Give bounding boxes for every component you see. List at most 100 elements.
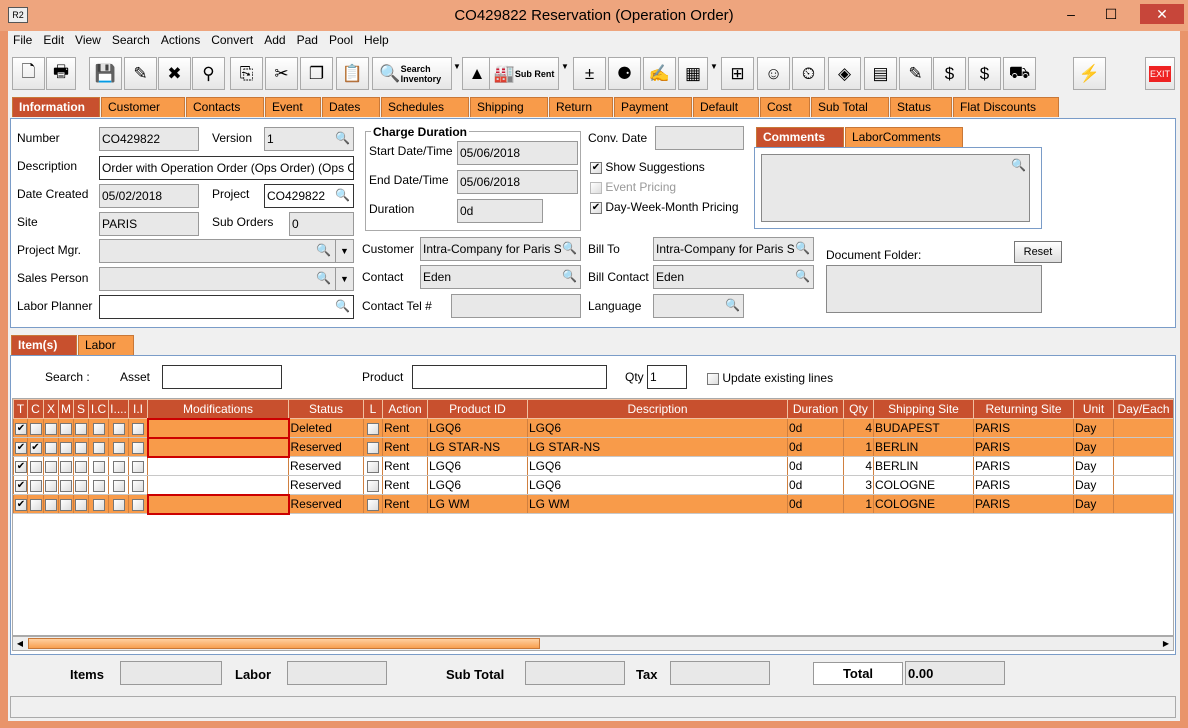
- site-field[interactable]: PARIS: [99, 212, 199, 236]
- returning-site-cell[interactable]: PARIS: [973, 456, 1074, 476]
- search-inventory-dropdown-icon[interactable]: ▼: [453, 62, 461, 71]
- checkbox-checked[interactable]: ✔: [15, 498, 27, 511]
- l-cell[interactable]: [363, 437, 383, 457]
- table-row[interactable]: ✔ ✔ Reserved Rent LG STAR-NS LG STAR-NS 0d 1 BER…: [13, 436, 1173, 458]
- print-icon[interactable]: 🖶: [46, 57, 76, 90]
- menu-view[interactable]: View: [75, 33, 101, 47]
- dwm-pricing-checkbox[interactable]: ✔ Day-Week-Month Pricing: [590, 200, 739, 214]
- edit-icon[interactable]: ✎: [124, 57, 157, 90]
- start-date-field[interactable]: 05/06/2018: [457, 141, 578, 165]
- qty-cell[interactable]: 4: [843, 456, 874, 476]
- day-each-cell[interactable]: [1113, 494, 1173, 514]
- sub-rent-button[interactable]: 🏭 Sub Rent: [489, 57, 559, 90]
- status-cell[interactable]: Deleted: [288, 418, 364, 438]
- shipping-site-cell[interactable]: COLOGNE: [873, 494, 974, 514]
- shipping-site-cell[interactable]: BERLIN: [873, 456, 974, 476]
- horizontal-scrollbar[interactable]: ◀ ▶: [12, 636, 1174, 651]
- copy-icon[interactable]: ❐: [300, 57, 333, 90]
- l-cell[interactable]: [363, 456, 383, 476]
- modifications-cell[interactable]: [147, 456, 289, 476]
- sub-rent-dropdown-icon[interactable]: ▼: [561, 62, 569, 71]
- checkbox[interactable]: [60, 460, 72, 473]
- checkbox[interactable]: [92, 479, 105, 492]
- tab-labor-comments[interactable]: LaborComments: [845, 127, 963, 147]
- money-icon[interactable]: $: [933, 57, 966, 90]
- search-icon[interactable]: 🔍: [335, 131, 350, 145]
- checkbox[interactable]: [367, 498, 379, 511]
- tab-payment[interactable]: Payment: [614, 97, 692, 117]
- menu-pad[interactable]: Pad: [296, 33, 318, 47]
- duration-field[interactable]: 0d: [457, 199, 543, 223]
- column-header-returning-site[interactable]: Returning Site: [973, 399, 1074, 419]
- search-icon[interactable]: 🔍: [316, 271, 331, 285]
- action-cell[interactable]: Rent: [382, 475, 428, 495]
- column-header-x[interactable]: X: [43, 399, 59, 419]
- checkbox[interactable]: [131, 422, 144, 435]
- column-header-m[interactable]: M: [58, 399, 74, 419]
- returning-site-cell[interactable]: PARIS: [973, 494, 1074, 514]
- checkbox-checked[interactable]: ✔: [15, 441, 27, 454]
- table-row[interactable]: ✔ Reserved Rent LG WM LG WM 0d 1 COLOGNE PARIS Da…: [13, 493, 1173, 515]
- truck-icon[interactable]: ⛟: [1003, 57, 1036, 90]
- modifications-cell[interactable]: [146, 493, 290, 515]
- duration-cell[interactable]: 0d: [787, 418, 844, 438]
- description-cell[interactable]: LG STAR-NS: [527, 437, 788, 457]
- checkbox[interactable]: [29, 460, 42, 473]
- copy-order-icon[interactable]: ⎘: [230, 57, 263, 90]
- status-cell[interactable]: Reserved: [288, 475, 364, 495]
- end-date-field[interactable]: 05/06/2018: [457, 170, 578, 194]
- schedule-icon[interactable]: ⏲: [792, 57, 825, 90]
- chevron-down-icon[interactable]: ▼: [335, 268, 353, 290]
- checkbox-checked[interactable]: ✔: [590, 161, 602, 174]
- status-cell[interactable]: Reserved: [288, 494, 364, 514]
- asset-input[interactable]: [162, 365, 282, 389]
- shipping-site-cell[interactable]: BUDAPEST: [873, 418, 974, 438]
- calendar-dropdown-icon[interactable]: ▼: [710, 62, 718, 71]
- product-id-cell[interactable]: LGQ6: [427, 456, 528, 476]
- description-field[interactable]: Order with Operation Order (Ops Order) (…: [99, 156, 354, 180]
- unit-cell[interactable]: Day: [1073, 456, 1114, 476]
- inventory-icon[interactable]: ▲: [462, 57, 492, 90]
- tab-customer[interactable]: Customer: [101, 97, 185, 117]
- tab-comments[interactable]: Comments: [756, 127, 844, 147]
- qty-cell[interactable]: 1: [843, 437, 874, 457]
- duration-cell[interactable]: 0d: [787, 456, 844, 476]
- tab-contacts[interactable]: Contacts: [186, 97, 264, 117]
- column-header-shipping-site[interactable]: Shipping Site: [873, 399, 974, 419]
- duration-cell[interactable]: 0d: [787, 494, 844, 514]
- checkbox[interactable]: [60, 441, 72, 454]
- qty-cell[interactable]: 3: [843, 475, 874, 495]
- delete-icon[interactable]: ✖: [158, 57, 191, 90]
- notes-icon[interactable]: ✍: [643, 57, 676, 90]
- checkbox[interactable]: [29, 422, 42, 435]
- description-cell[interactable]: LGQ6: [527, 475, 788, 495]
- cut-icon[interactable]: ✂: [265, 57, 298, 90]
- chevron-down-icon[interactable]: ▼: [335, 240, 353, 262]
- returning-site-cell[interactable]: PARIS: [973, 437, 1074, 457]
- search-icon[interactable]: 🔍: [795, 241, 810, 255]
- menu-edit[interactable]: Edit: [43, 33, 65, 47]
- unit-cell[interactable]: Day: [1073, 418, 1114, 438]
- day-each-cell[interactable]: [1113, 475, 1173, 495]
- show-suggestions-checkbox[interactable]: ✔ Show Suggestions: [590, 160, 705, 174]
- action-cell[interactable]: Rent: [382, 456, 428, 476]
- checkbox[interactable]: [131, 498, 144, 511]
- menu-pool[interactable]: Pool: [328, 33, 353, 47]
- checkbox[interactable]: [112, 422, 125, 435]
- checkbox[interactable]: [367, 460, 379, 473]
- report-icon[interactable]: ✎: [899, 57, 932, 90]
- calendar-icon[interactable]: ▦: [678, 57, 708, 90]
- sales-person-select[interactable]: 🔍 ▼: [99, 267, 354, 291]
- description-cell[interactable]: LGQ6: [527, 418, 788, 438]
- date-created-field[interactable]: 05/02/2018: [99, 184, 199, 208]
- tab-cost[interactable]: Cost: [760, 97, 810, 117]
- tab-status[interactable]: Status: [890, 97, 952, 117]
- qty-input[interactable]: 1: [647, 365, 687, 389]
- tab-items[interactable]: Item(s): [11, 335, 77, 355]
- minimize-button[interactable]: –: [1067, 6, 1075, 22]
- tab-sub-total[interactable]: Sub Total: [811, 97, 889, 117]
- labor-planner-field[interactable]: 🔍: [99, 295, 354, 319]
- scroll-left-icon[interactable]: ◀: [16, 639, 24, 648]
- column-header-status[interactable]: Status: [288, 399, 364, 419]
- version-field[interactable]: 1 🔍: [264, 127, 354, 151]
